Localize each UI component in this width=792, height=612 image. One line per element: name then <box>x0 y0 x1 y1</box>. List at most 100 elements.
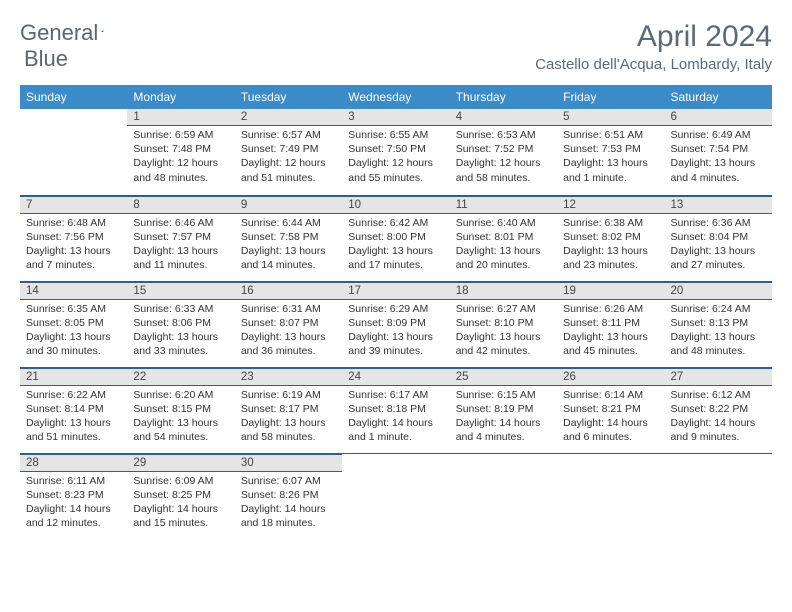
daylight-text: Daylight: 13 hours and 58 minutes. <box>241 416 336 444</box>
daylight-text: Daylight: 12 hours and 48 minutes. <box>133 156 228 184</box>
daylight-text: Daylight: 12 hours and 58 minutes. <box>456 156 551 184</box>
sunset-text: Sunset: 7:49 PM <box>241 142 336 156</box>
daylight-text: Daylight: 13 hours and 27 minutes. <box>671 244 766 272</box>
day-number: 19 <box>557 282 664 300</box>
daylight-text: Daylight: 14 hours and 4 minutes. <box>456 416 551 444</box>
daylight-text: Daylight: 12 hours and 55 minutes. <box>348 156 443 184</box>
day-number: 23 <box>235 368 342 386</box>
calendar-day-cell <box>450 453 557 539</box>
day-details: Sunrise: 6:31 AMSunset: 8:07 PMDaylight:… <box>235 300 342 363</box>
daylight-text: Daylight: 13 hours and 39 minutes. <box>348 330 443 358</box>
calendar-day-cell: 18Sunrise: 6:27 AMSunset: 8:10 PMDayligh… <box>450 281 557 367</box>
sunset-text: Sunset: 7:53 PM <box>563 142 658 156</box>
sunset-text: Sunset: 8:19 PM <box>456 402 551 416</box>
calendar-day-cell: 19Sunrise: 6:26 AMSunset: 8:11 PMDayligh… <box>557 281 664 367</box>
daylight-text: Daylight: 13 hours and 36 minutes. <box>241 330 336 358</box>
sunset-text: Sunset: 8:21 PM <box>563 402 658 416</box>
day-number: 9 <box>235 196 342 214</box>
sunset-text: Sunset: 8:10 PM <box>456 316 551 330</box>
brand-logo: General <box>20 20 121 46</box>
sunrise-text: Sunrise: 6:27 AM <box>456 302 551 316</box>
weekday-header: Wednesday <box>342 85 449 109</box>
daylight-text: Daylight: 13 hours and 48 minutes. <box>671 330 766 358</box>
day-number: 15 <box>127 282 234 300</box>
calendar-day-cell: 9Sunrise: 6:44 AMSunset: 7:58 PMDaylight… <box>235 195 342 281</box>
day-details: Sunrise: 6:57 AMSunset: 7:49 PMDaylight:… <box>235 126 342 189</box>
sunset-text: Sunset: 7:58 PM <box>241 230 336 244</box>
daylight-text: Daylight: 13 hours and 20 minutes. <box>456 244 551 272</box>
sunset-text: Sunset: 8:13 PM <box>671 316 766 330</box>
sunset-text: Sunset: 8:14 PM <box>26 402 121 416</box>
day-number: 11 <box>450 196 557 214</box>
location-text: Castello dell'Acqua, Lombardy, Italy <box>535 56 772 73</box>
day-number: 12 <box>557 196 664 214</box>
daylight-text: Daylight: 13 hours and 17 minutes. <box>348 244 443 272</box>
calendar-day-cell: 22Sunrise: 6:20 AMSunset: 8:15 PMDayligh… <box>127 367 234 453</box>
sunset-text: Sunset: 7:50 PM <box>348 142 443 156</box>
title-block: April 2024 Castello dell'Acqua, Lombardy… <box>535 20 772 73</box>
sunrise-text: Sunrise: 6:53 AM <box>456 128 551 142</box>
day-details: Sunrise: 6:55 AMSunset: 7:50 PMDaylight:… <box>342 126 449 189</box>
sunrise-text: Sunrise: 6:14 AM <box>563 388 658 402</box>
brand-triangle-icon <box>101 22 104 40</box>
sunrise-text: Sunrise: 6:51 AM <box>563 128 658 142</box>
day-details <box>450 460 557 466</box>
sunset-text: Sunset: 8:05 PM <box>26 316 121 330</box>
calendar-day-cell: 8Sunrise: 6:46 AMSunset: 7:57 PMDaylight… <box>127 195 234 281</box>
sunset-text: Sunset: 8:07 PM <box>241 316 336 330</box>
day-number: 18 <box>450 282 557 300</box>
sunrise-text: Sunrise: 6:36 AM <box>671 216 766 230</box>
day-number: 30 <box>235 454 342 472</box>
day-number: 20 <box>665 282 772 300</box>
daylight-text: Daylight: 13 hours and 7 minutes. <box>26 244 121 272</box>
sunrise-text: Sunrise: 6:19 AM <box>241 388 336 402</box>
calendar-day-cell: 21Sunrise: 6:22 AMSunset: 8:14 PMDayligh… <box>20 367 127 453</box>
weekday-header: Thursday <box>450 85 557 109</box>
daylight-text: Daylight: 13 hours and 30 minutes. <box>26 330 121 358</box>
sunset-text: Sunset: 7:56 PM <box>26 230 121 244</box>
day-number: 22 <box>127 368 234 386</box>
sunrise-text: Sunrise: 6:49 AM <box>671 128 766 142</box>
calendar-week-row: 1Sunrise: 6:59 AMSunset: 7:48 PMDaylight… <box>20 109 772 195</box>
calendar-day-cell: 10Sunrise: 6:42 AMSunset: 8:00 PMDayligh… <box>342 195 449 281</box>
sunset-text: Sunset: 8:26 PM <box>241 488 336 502</box>
sunrise-text: Sunrise: 6:33 AM <box>133 302 228 316</box>
sunrise-text: Sunrise: 6:42 AM <box>348 216 443 230</box>
month-title: April 2024 <box>535 20 772 54</box>
daylight-text: Daylight: 13 hours and 14 minutes. <box>241 244 336 272</box>
day-details: Sunrise: 6:42 AMSunset: 8:00 PMDaylight:… <box>342 214 449 277</box>
daylight-text: Daylight: 13 hours and 4 minutes. <box>671 156 766 184</box>
weekday-header: Saturday <box>665 85 772 109</box>
day-details: Sunrise: 6:12 AMSunset: 8:22 PMDaylight:… <box>665 386 772 449</box>
day-number: 25 <box>450 368 557 386</box>
day-details: Sunrise: 6:44 AMSunset: 7:58 PMDaylight:… <box>235 214 342 277</box>
sunset-text: Sunset: 8:00 PM <box>348 230 443 244</box>
sunrise-text: Sunrise: 6:22 AM <box>26 388 121 402</box>
sunset-text: Sunset: 8:25 PM <box>133 488 228 502</box>
brand-word1: General <box>20 20 98 46</box>
day-number: 14 <box>20 282 127 300</box>
day-details <box>557 460 664 466</box>
sunset-text: Sunset: 8:01 PM <box>456 230 551 244</box>
sunset-text: Sunset: 8:02 PM <box>563 230 658 244</box>
day-details: Sunrise: 6:11 AMSunset: 8:23 PMDaylight:… <box>20 472 127 535</box>
sunrise-text: Sunrise: 6:55 AM <box>348 128 443 142</box>
day-details: Sunrise: 6:14 AMSunset: 8:21 PMDaylight:… <box>557 386 664 449</box>
daylight-text: Daylight: 13 hours and 1 minute. <box>563 156 658 184</box>
calendar-day-cell: 7Sunrise: 6:48 AMSunset: 7:56 PMDaylight… <box>20 195 127 281</box>
day-details <box>342 460 449 466</box>
sunrise-text: Sunrise: 6:15 AM <box>456 388 551 402</box>
daylight-text: Daylight: 13 hours and 11 minutes. <box>133 244 228 272</box>
day-details: Sunrise: 6:27 AMSunset: 8:10 PMDaylight:… <box>450 300 557 363</box>
day-details: Sunrise: 6:07 AMSunset: 8:26 PMDaylight:… <box>235 472 342 535</box>
day-number: 3 <box>342 109 449 126</box>
daylight-text: Daylight: 13 hours and 51 minutes. <box>26 416 121 444</box>
sunset-text: Sunset: 8:09 PM <box>348 316 443 330</box>
sunset-text: Sunset: 8:11 PM <box>563 316 658 330</box>
day-details: Sunrise: 6:29 AMSunset: 8:09 PMDaylight:… <box>342 300 449 363</box>
day-details: Sunrise: 6:48 AMSunset: 7:56 PMDaylight:… <box>20 214 127 277</box>
day-number: 27 <box>665 368 772 386</box>
day-number: 7 <box>20 196 127 214</box>
day-number: 5 <box>557 109 664 126</box>
day-details: Sunrise: 6:38 AMSunset: 8:02 PMDaylight:… <box>557 214 664 277</box>
